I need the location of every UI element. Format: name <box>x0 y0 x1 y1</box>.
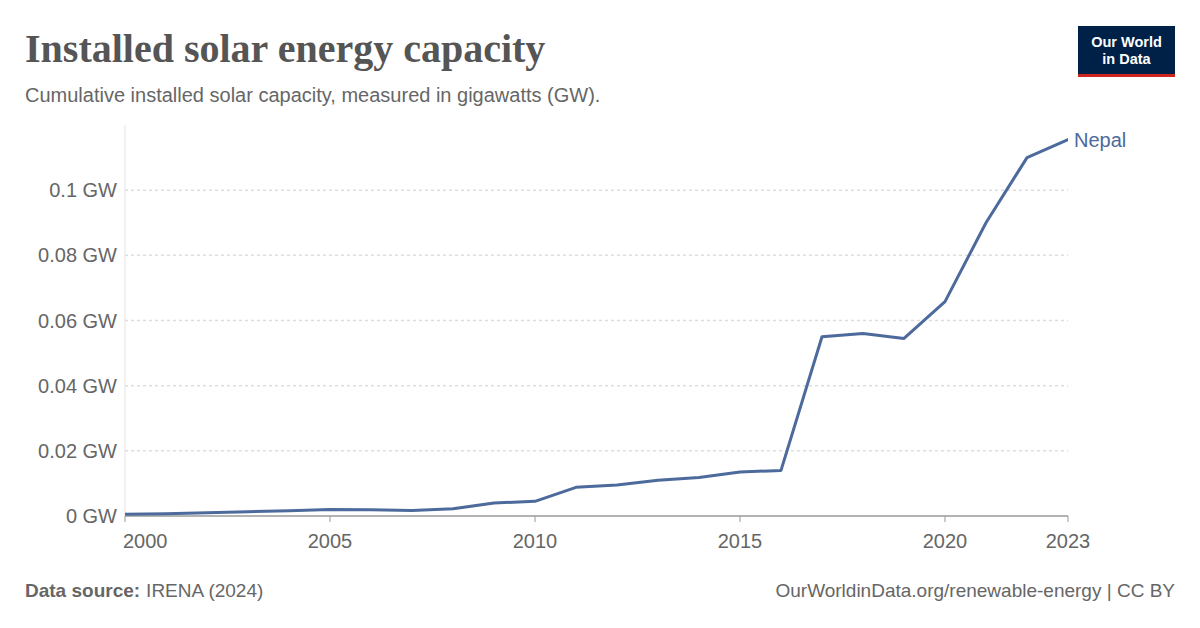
credit: OurWorldinData.org/renewable-energy | CC… <box>775 580 1175 601</box>
x-tick-label: 2020 <box>923 530 968 552</box>
x-axis: 2000 2005 2010 2015 2020 2023 <box>123 516 1090 552</box>
y-axis-line <box>125 125 126 516</box>
grid-line <box>125 450 1068 452</box>
x-tick-label: 2005 <box>308 530 353 552</box>
x-tick <box>125 516 126 522</box>
x-tick-label: 2010 <box>513 530 558 552</box>
y-tick-label: 0.08 GW <box>38 244 117 266</box>
x-tick-label: 2023 <box>1046 530 1091 552</box>
grid-line <box>125 189 1068 191</box>
y-tick-label: 0 GW <box>66 505 117 527</box>
y-axis: 0 GW 0.02 GW 0.04 GW 0.06 GW 0.08 GW 0.1 GW <box>38 125 1068 527</box>
series-line <box>125 140 1068 515</box>
y-tick-label: 0.06 GW <box>38 310 117 332</box>
grid-line <box>125 516 1068 517</box>
logo-text: Our World <box>1091 34 1162 50</box>
x-tick-label: 2000 <box>123 530 168 552</box>
y-tick-label: 0.02 GW <box>38 440 117 462</box>
x-tick-label: 2015 <box>718 530 763 552</box>
source: Data source: IRENA (2024) <box>25 580 263 601</box>
series-label: Nepal <box>1074 129 1126 151</box>
x-tick <box>330 516 331 522</box>
subtitle: Cumulative installed solar capacity, mea… <box>25 84 600 106</box>
logo: Our Worldin Data <box>1078 26 1175 77</box>
source-text: IRENA (2024) <box>146 580 263 601</box>
y-tick-label: 0.04 GW <box>38 375 117 397</box>
source-label: Data source: <box>25 580 140 601</box>
title: Installed solar energy capacity <box>25 26 545 71</box>
data-layer <box>125 140 1068 515</box>
x-axis-line <box>125 516 1068 517</box>
x-tick <box>1068 516 1069 522</box>
y-tick-label: 0.1 GW <box>49 179 117 201</box>
logo-text: in Data <box>1102 51 1151 67</box>
logo-box <box>1078 26 1175 74</box>
background <box>0 0 1200 628</box>
x-tick <box>740 516 741 522</box>
x-tick <box>945 516 946 522</box>
grid-line <box>125 255 1068 257</box>
chart: Installed solar energy capacity Cumulativ… <box>0 0 1200 628</box>
x-tick <box>535 516 536 522</box>
logo-bar <box>1078 74 1175 77</box>
grid-line <box>125 385 1068 387</box>
